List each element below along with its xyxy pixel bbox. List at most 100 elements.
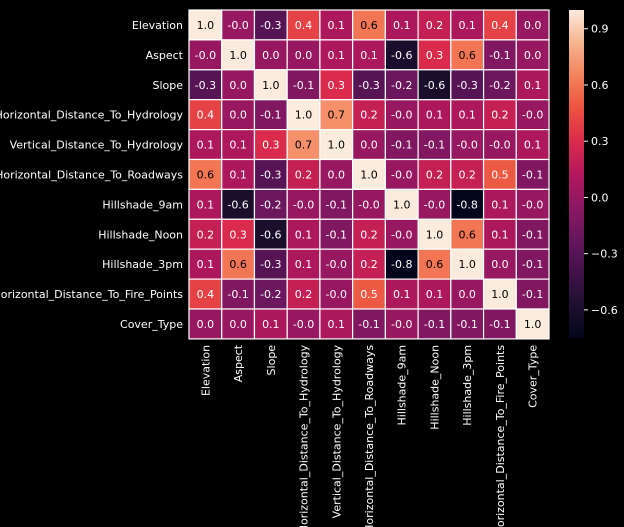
heatmap-cell [417, 248, 452, 280]
heatmap-cell [515, 308, 550, 340]
heatmap-cell [384, 39, 419, 71]
colorbar-tick-label: 0.6 [591, 79, 609, 92]
heatmap-cell [221, 278, 256, 310]
cell-value-label: 0.2 [458, 168, 476, 181]
cell-value-label: 0.6 [197, 168, 215, 181]
cell-value-label: -0.1 [424, 139, 445, 152]
cell-value-label: -0.1 [227, 288, 248, 301]
cell-value-label: 1.0 [328, 139, 346, 152]
colorbar-tick-label: 0.9 [591, 23, 609, 36]
x-tick-label: Slope [265, 345, 278, 376]
colorbar-gradient [569, 10, 584, 338]
y-tick-label: Elevation [132, 19, 183, 32]
cell-value-label: -0.0 [391, 168, 412, 181]
cell-value-label: -0.6 [227, 198, 248, 211]
heatmap-cell [450, 278, 485, 310]
heatmap-cell [482, 188, 517, 220]
heatmap-cell [417, 158, 452, 190]
cell-value-label: -0.1 [260, 109, 281, 122]
cell-value-label: 0.1 [229, 139, 247, 152]
y-tick-label: Horizontal_Distance_To_Fire_Points [0, 288, 183, 301]
x-tick-label: Hillshade_9am [396, 345, 409, 426]
cell-value-label: -0.1 [326, 198, 347, 211]
heatmap-cell [482, 9, 517, 41]
cell-value-label: 0.0 [229, 109, 247, 122]
cell-value-label: 0.7 [295, 139, 313, 152]
heatmap-cell [482, 248, 517, 280]
heatmap-cell [482, 278, 517, 310]
cell-value-label: 0.1 [491, 198, 509, 211]
colorbar-tick-label: 0.0 [591, 191, 609, 204]
cell-value-label: -0.0 [293, 318, 314, 331]
heatmap-cell [482, 129, 517, 161]
heatmap-cell [253, 39, 288, 71]
cell-value-label: 0.7 [328, 109, 346, 122]
x-tick-label: Horizontal_Distance_To_Roadways [363, 345, 376, 527]
cell-value-label: -0.1 [293, 79, 314, 92]
heatmap-cell [253, 218, 288, 250]
cell-value-label: 0.1 [360, 49, 378, 62]
cell-value-label: -0.1 [424, 318, 445, 331]
cell-value-label: -0.1 [522, 288, 543, 301]
colorbar-tick-label: −0.6 [591, 304, 618, 317]
cell-value-label: -0.0 [227, 19, 248, 32]
cell-value-label: 1.0 [393, 198, 411, 211]
cell-value-label: 1.0 [491, 288, 509, 301]
heatmap-cell [319, 39, 354, 71]
x-tick-label: Elevation [199, 345, 212, 396]
cell-value-label: 0.0 [491, 258, 509, 271]
y-tick-label: Horizontal_Distance_To_Roadways [0, 168, 183, 181]
cell-value-label: 0.0 [295, 49, 313, 62]
y-tick-label: Cover_Type [120, 318, 183, 331]
cell-value-label: -0.1 [489, 318, 510, 331]
cell-value-label: -0.0 [522, 109, 543, 122]
cell-value-label: 0.4 [197, 288, 215, 301]
cell-value-label: 0.6 [458, 49, 476, 62]
cell-value-label: -0.8 [391, 258, 412, 271]
cell-value-label: -0.1 [391, 139, 412, 152]
heatmap-cell [286, 129, 321, 161]
cell-value-label: -0.0 [326, 288, 347, 301]
heatmap-cell [253, 158, 288, 190]
cell-value-label: -0.1 [326, 228, 347, 241]
heatmap-cell [286, 278, 321, 310]
cell-value-label: 0.0 [458, 288, 476, 301]
heatmap-cell [352, 129, 386, 161]
cell-value-label: 0.2 [295, 288, 313, 301]
heatmap-cell [352, 99, 386, 131]
cell-value-label: -0.3 [260, 19, 281, 32]
heatmap-cell [515, 188, 550, 220]
cell-value-label: 0.6 [360, 19, 378, 32]
heatmap-cell [286, 248, 321, 280]
heatmap-cell [450, 218, 485, 250]
cell-value-label: 0.1 [393, 19, 411, 32]
y-tick-label: Slope [152, 79, 183, 92]
heatmap-cell [319, 158, 354, 190]
cell-value-label: 1.0 [458, 258, 476, 271]
cell-value-label: -0.3 [260, 258, 281, 271]
cell-value-label: 1.0 [262, 79, 280, 92]
heatmap-cell [286, 39, 321, 71]
heatmap-cell [221, 308, 256, 340]
cell-value-label: 0.0 [524, 19, 542, 32]
y-tick-label: Aspect [146, 49, 184, 62]
cell-value-label: 1.0 [524, 318, 542, 331]
cell-value-label: 0.2 [491, 109, 509, 122]
cell-value-label: -0.1 [489, 49, 510, 62]
heatmap-cell [188, 9, 223, 41]
x-tick-label: Horizontal_Distance_To_Fire_Points [494, 345, 507, 527]
heatmap-cell [188, 69, 223, 101]
heatmap-cell [417, 278, 452, 310]
cell-value-label: -0.6 [260, 228, 281, 241]
heatmap-cell [515, 218, 550, 250]
heatmap-cell [352, 39, 386, 71]
cell-value-label: 0.4 [295, 19, 313, 32]
cell-value-label: -0.3 [456, 79, 477, 92]
heatmap-cell [417, 9, 452, 41]
cell-value-label: -0.0 [326, 258, 347, 271]
x-tick-label: Vertical_Distance_To_Hydrology [330, 344, 343, 518]
cell-value-label: 0.2 [360, 258, 378, 271]
x-tick-label: Hillshade_3pm [461, 345, 474, 426]
cell-value-label: -0.0 [424, 198, 445, 211]
heatmap-cell [188, 158, 223, 190]
